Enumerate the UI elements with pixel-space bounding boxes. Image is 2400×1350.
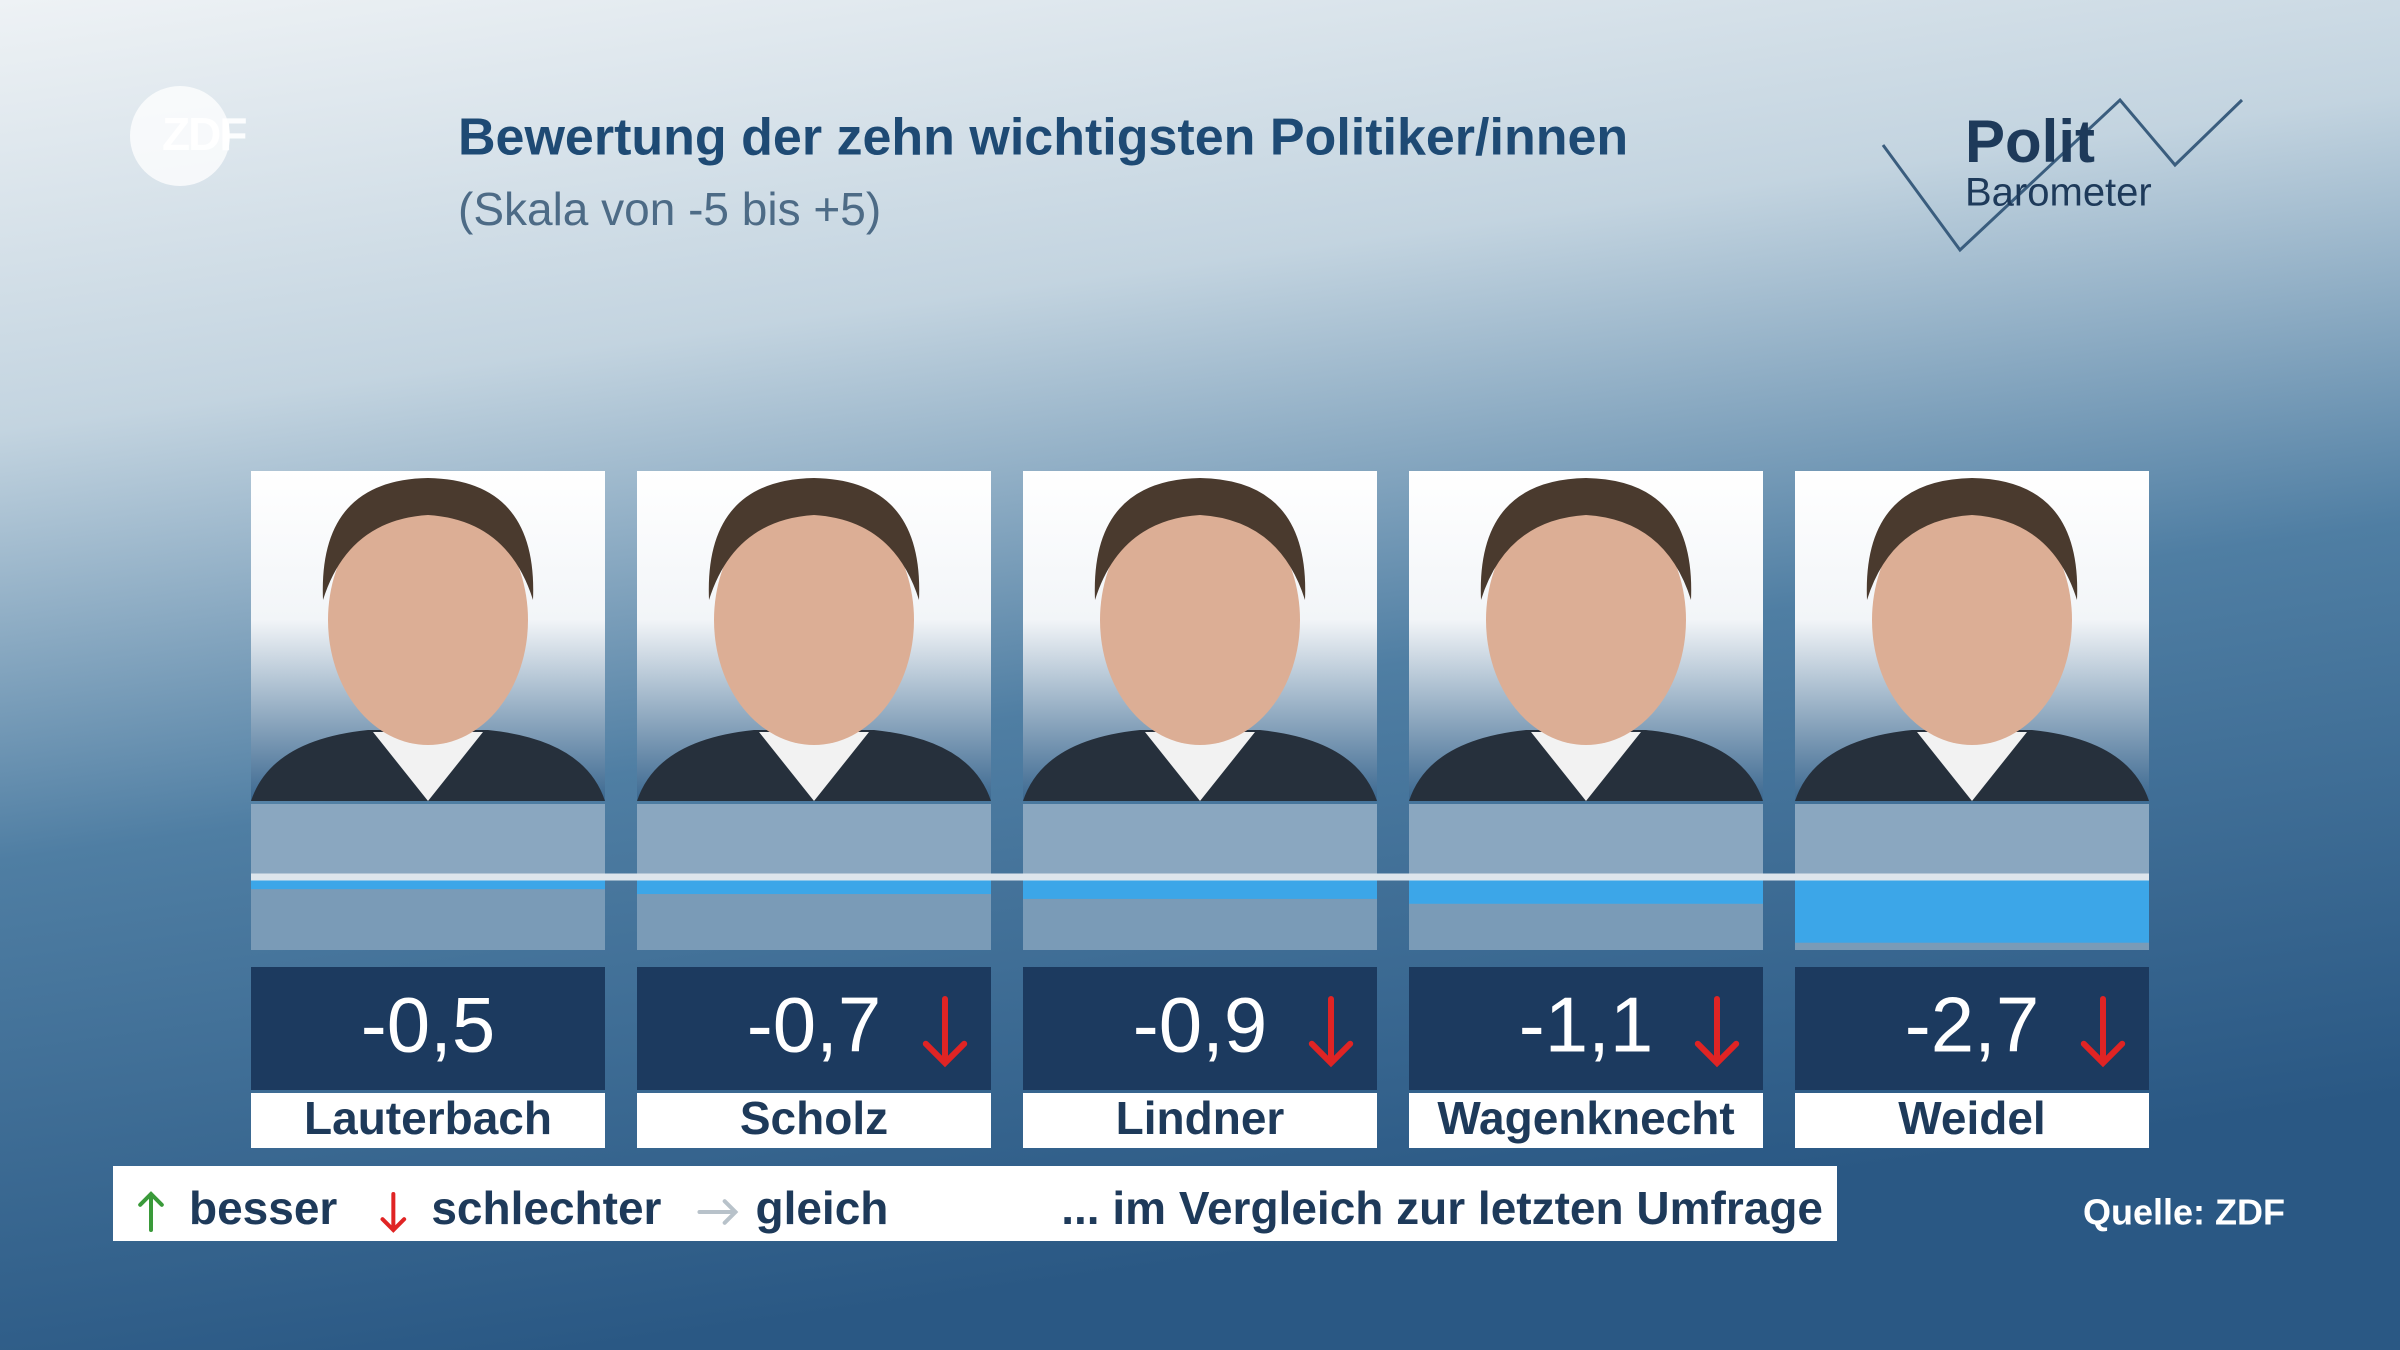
- value-label: -0,5: [361, 981, 495, 1069]
- value-box: [1795, 967, 2149, 1090]
- panels: -0,5 Lauterbach -0,7 Scholz -0,9 Lindner -1,1 W…: [251, 471, 2149, 1148]
- portrait-collar: [759, 732, 869, 801]
- scale-band: [1795, 804, 2149, 877]
- scale-band: [1023, 804, 1377, 877]
- portrait-hair: [708, 478, 920, 600]
- value-box: [251, 967, 605, 1090]
- scale-band: [1409, 804, 1763, 877]
- chart-title: Bewertung der zehn wichtigsten Politiker…: [458, 109, 1628, 167]
- value-label: -2,7: [1905, 981, 2039, 1069]
- logo-text: Barometer: [1965, 171, 2152, 215]
- value-label: -0,9: [1133, 981, 1267, 1069]
- source: Quelle: ZDF: [2083, 1192, 2285, 1233]
- portrait-face: [328, 495, 528, 745]
- portrait-face: [1486, 495, 1686, 745]
- name-box: [637, 1093, 991, 1148]
- scale-band: [637, 804, 991, 877]
- value-label: -0,7: [747, 981, 881, 1069]
- category-label: Lauterbach: [304, 1092, 552, 1144]
- logo-circle: [130, 86, 230, 186]
- portrait-collar: [1917, 732, 2027, 801]
- portrait-collar: [1531, 732, 1641, 801]
- name-box: [1023, 1093, 1377, 1148]
- legend-label: schlechter: [431, 1182, 661, 1234]
- portrait-hair: [322, 478, 534, 600]
- bar: [1409, 877, 1763, 904]
- legend-arrow: [138, 1191, 164, 1232]
- value-box: [1023, 967, 1377, 1090]
- legend-label: gleich: [755, 1182, 888, 1234]
- bar: [1023, 877, 1377, 899]
- legend-arrow: [380, 1192, 407, 1233]
- logo-line: [1881, 97, 2244, 253]
- portrait-hair: [1866, 478, 2078, 600]
- portrait-hair: [1094, 478, 1306, 600]
- name-box: [1795, 1093, 2149, 1148]
- trend-arrow: [922, 996, 968, 1068]
- trend-arrow: [2080, 996, 2126, 1068]
- logo-text: ZDF: [162, 108, 246, 160]
- trend-arrow: [1308, 996, 1354, 1068]
- portrait-face: [1100, 495, 1300, 745]
- trend-arrow: [1694, 996, 1740, 1068]
- value-box: [637, 967, 991, 1090]
- chart-subtitle: (Skala von -5 bis +5): [458, 183, 881, 235]
- portrait-face: [714, 495, 914, 745]
- bar: [1795, 877, 2149, 943]
- scale-band: [251, 804, 605, 877]
- category-label: Weidel: [1898, 1092, 2045, 1144]
- name-box: [251, 1093, 605, 1148]
- portrait-collar: [373, 732, 483, 801]
- legend: besser schlechter gleich ... im Vergleich z…: [138, 1182, 1823, 1234]
- name-box: [1409, 1093, 1763, 1148]
- value-label: -1,1: [1519, 981, 1653, 1069]
- category-label: Lindner: [1116, 1092, 1285, 1144]
- value-box: [1409, 967, 1763, 1090]
- legend-label: besser: [189, 1182, 337, 1234]
- bar: [637, 877, 991, 895]
- logo-text: Polit: [1965, 108, 2095, 175]
- category-label: Wagenknecht: [1437, 1092, 1734, 1144]
- portrait-hair: [1480, 478, 1692, 600]
- legend-box: [113, 1166, 1837, 1241]
- legend-note: ... im Vergleich zur letzten Umfrage: [1061, 1182, 1823, 1234]
- category-label: Scholz: [740, 1092, 888, 1144]
- portrait-collar: [1145, 732, 1255, 801]
- legend-arrow: [697, 1199, 739, 1225]
- portrait-face: [1872, 495, 2072, 745]
